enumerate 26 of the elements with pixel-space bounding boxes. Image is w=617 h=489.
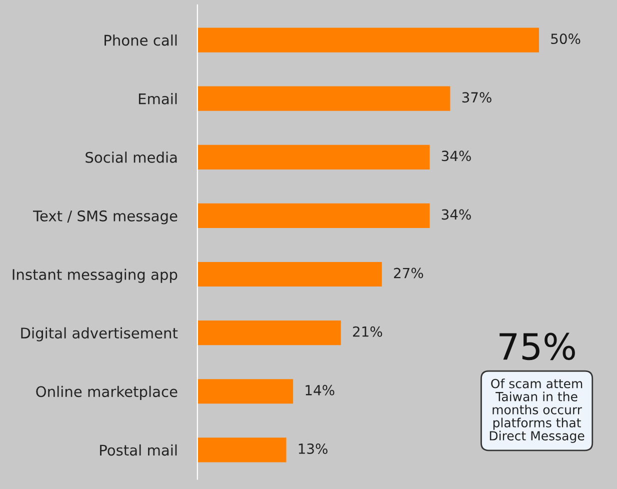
y-tick-label: Postal mail <box>100 444 177 456</box>
bar <box>197 28 539 52</box>
y-tick-label: Digital advertisement <box>21 327 178 342</box>
bar <box>197 86 450 111</box>
annotation: 75% <box>500 332 575 360</box>
data-label: 21% <box>353 326 382 337</box>
data-label: 37% <box>462 92 492 103</box>
y-tick-label: Social media <box>86 152 177 163</box>
bar <box>197 320 341 346</box>
data-label: 14% <box>306 384 334 396</box>
y-tick-label: Email <box>138 93 177 104</box>
y-tick-label: Online marketplace <box>36 386 178 400</box>
data-label: 34% <box>442 150 471 162</box>
bar <box>197 379 294 404</box>
data-label: 50% <box>551 34 580 44</box>
data-label: 13% <box>298 443 328 454</box>
bar <box>197 262 382 287</box>
bar <box>197 438 286 462</box>
annotation: Of scam attem Taiwan in the months occurr platforms that Direct Message <box>490 378 584 443</box>
bar <box>197 203 430 228</box>
y-tick-label: Instant messaging app <box>12 268 178 283</box>
y-tick-label: Text / SMS message <box>33 210 178 224</box>
data-label: 27% <box>394 268 424 278</box>
bar <box>197 144 430 170</box>
data-label: 34% <box>442 209 471 220</box>
y-tick-label: Phone call <box>104 34 177 46</box>
